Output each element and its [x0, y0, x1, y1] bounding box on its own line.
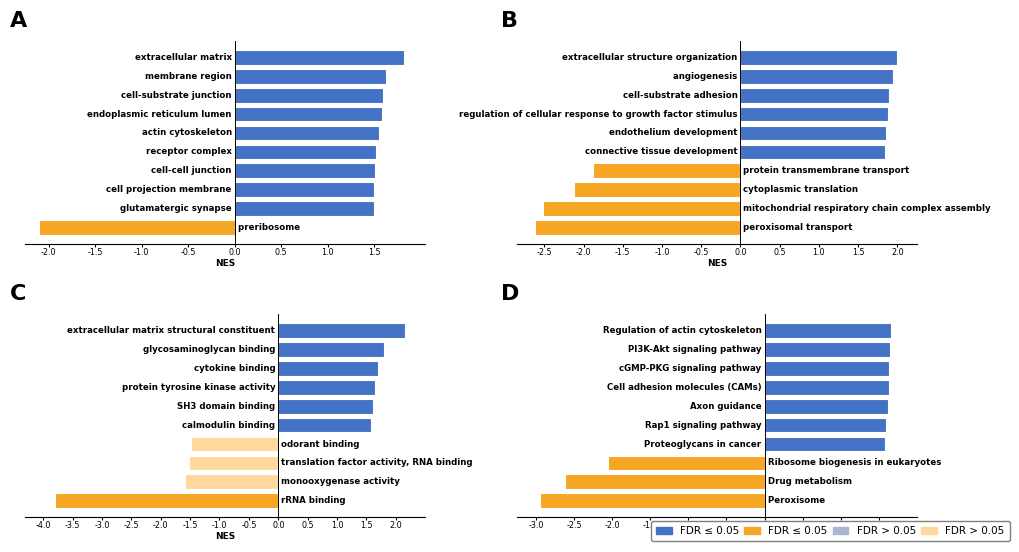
Bar — [192, 437, 278, 452]
X-axis label: NES: NES — [706, 259, 727, 268]
Bar — [234, 163, 375, 178]
Text: actin cytoskeleton: actin cytoskeleton — [142, 129, 234, 137]
Text: cGMP-PKG signaling pathway: cGMP-PKG signaling pathway — [619, 364, 764, 373]
Text: Regulation of actin cytoskeleton: Regulation of actin cytoskeleton — [602, 326, 764, 335]
Text: cell projection membrane: cell projection membrane — [106, 185, 234, 194]
Text: receptor complex: receptor complex — [146, 147, 234, 156]
Text: B: B — [500, 10, 518, 30]
Text: endoplasmic reticulum lumen: endoplasmic reticulum lumen — [88, 110, 234, 119]
Text: extracellular structure organization: extracellular structure organization — [561, 53, 740, 62]
Bar — [234, 88, 383, 103]
Bar — [764, 380, 888, 395]
Bar — [740, 126, 886, 140]
Bar — [764, 323, 890, 338]
Text: Drug metabolism: Drug metabolism — [764, 477, 851, 486]
Text: SH3 domain binding: SH3 domain binding — [177, 402, 278, 411]
Bar — [764, 437, 883, 452]
X-axis label: NES: NES — [215, 532, 235, 541]
Bar — [764, 342, 890, 357]
Bar — [278, 342, 384, 357]
Text: regulation of cellular response to growth factor stimulus: regulation of cellular response to growt… — [459, 110, 740, 119]
Text: Axon guidance: Axon guidance — [689, 402, 764, 411]
Text: preribosome: preribosome — [234, 223, 300, 232]
Legend: FDR ≤ 0.05, FDR ≤ 0.05, FDR > 0.05, FDR > 0.05: FDR ≤ 0.05, FDR ≤ 0.05, FDR > 0.05, FDR … — [650, 521, 1009, 542]
Text: protein tyrosine kinase activity: protein tyrosine kinase activity — [121, 383, 278, 392]
Text: connective tissue development: connective tissue development — [584, 147, 740, 156]
Bar — [234, 182, 374, 197]
Bar — [764, 418, 886, 432]
Bar — [278, 380, 375, 395]
Bar — [234, 126, 378, 140]
Text: cell-substrate junction: cell-substrate junction — [121, 91, 234, 100]
Bar — [535, 220, 740, 235]
Text: D: D — [500, 284, 519, 304]
Bar — [234, 107, 381, 121]
Text: rRNA binding: rRNA binding — [278, 496, 345, 505]
Text: cell-cell junction: cell-cell junction — [151, 166, 234, 176]
Bar — [539, 493, 764, 508]
Bar — [234, 145, 376, 160]
Text: PI3K-Akt signaling pathway: PI3K-Akt signaling pathway — [628, 345, 764, 354]
Bar — [234, 201, 374, 216]
Bar — [55, 493, 278, 508]
Text: angiogenesis: angiogenesis — [673, 72, 740, 81]
Bar — [607, 455, 764, 470]
Bar — [278, 361, 378, 376]
Text: cytoplasmic translation: cytoplasmic translation — [740, 185, 858, 194]
Bar — [740, 69, 893, 84]
Text: glutamatergic synapse: glutamatergic synapse — [120, 204, 234, 213]
Bar — [565, 475, 764, 489]
Text: calmodulin binding: calmodulin binding — [182, 421, 278, 429]
Bar — [574, 182, 740, 197]
Bar — [740, 88, 889, 103]
Bar — [764, 361, 889, 376]
Bar — [740, 50, 897, 65]
Text: monooxygenase activity: monooxygenase activity — [278, 477, 399, 486]
Bar — [40, 220, 234, 235]
Bar — [764, 399, 887, 413]
Text: cytokine binding: cytokine binding — [194, 364, 278, 373]
Text: membrane region: membrane region — [145, 72, 234, 81]
Bar — [542, 201, 740, 216]
Bar — [185, 475, 278, 489]
Text: odorant binding: odorant binding — [278, 439, 360, 449]
Bar — [189, 455, 278, 470]
Text: cell-substrate adhesion: cell-substrate adhesion — [622, 91, 740, 100]
Text: peroxisomal transport: peroxisomal transport — [740, 223, 852, 232]
Bar — [278, 418, 371, 432]
Text: C: C — [9, 284, 25, 304]
Text: glycosaminoglycan binding: glycosaminoglycan binding — [143, 345, 278, 354]
Text: translation factor activity, RNA binding: translation factor activity, RNA binding — [278, 458, 472, 468]
Text: Cell adhesion molecules (CAMs): Cell adhesion molecules (CAMs) — [606, 383, 764, 392]
Text: protein transmembrane transport: protein transmembrane transport — [740, 166, 909, 176]
Bar — [234, 50, 404, 65]
Bar — [592, 163, 740, 178]
Text: A: A — [9, 10, 26, 30]
Text: Peroxisome: Peroxisome — [764, 496, 823, 505]
X-axis label: NES: NES — [706, 532, 727, 541]
Text: Ribosome biogenesis in eukaryotes: Ribosome biogenesis in eukaryotes — [764, 458, 940, 468]
Bar — [740, 145, 883, 160]
Text: endothelium development: endothelium development — [608, 129, 740, 137]
Bar — [278, 399, 373, 413]
Bar — [740, 107, 887, 121]
Text: Rap1 signaling pathway: Rap1 signaling pathway — [644, 421, 764, 429]
Text: extracellular matrix structural constituent: extracellular matrix structural constitu… — [67, 326, 278, 335]
Text: extracellular matrix: extracellular matrix — [135, 53, 234, 62]
Bar — [234, 69, 386, 84]
Text: Proteoglycans in cancer: Proteoglycans in cancer — [644, 439, 764, 449]
X-axis label: NES: NES — [215, 259, 235, 268]
Bar — [278, 323, 405, 338]
Text: mitochondrial respiratory chain complex assembly: mitochondrial respiratory chain complex … — [740, 204, 990, 213]
